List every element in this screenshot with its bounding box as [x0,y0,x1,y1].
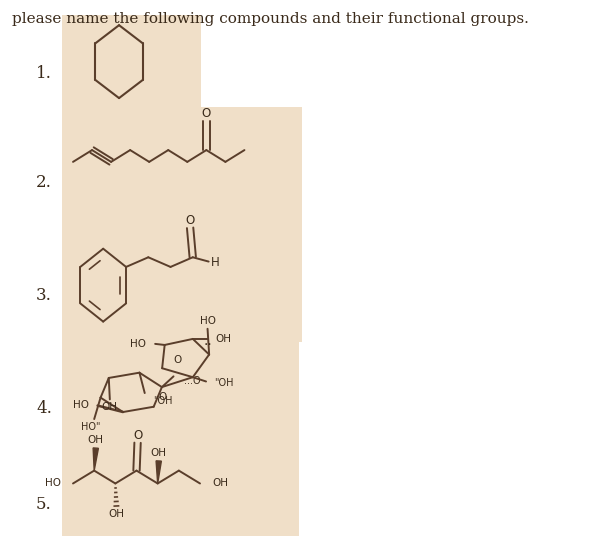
Text: 1.: 1. [36,65,52,83]
Text: OH: OH [212,479,228,488]
Text: O: O [158,392,166,402]
Text: O: O [186,214,195,227]
Text: HO: HO [130,339,146,349]
Bar [62,15,201,121]
Text: ...O: ...O [184,376,201,385]
Bar [62,323,299,457]
Text: 2.: 2. [36,174,52,191]
Text: HO": HO" [82,422,101,432]
Text: please name the following compounds and their functional groups.: please name the following compounds and … [12,12,528,26]
Text: OH: OH [88,435,104,445]
Text: HO: HO [199,316,215,326]
Text: 3.: 3. [36,287,52,304]
Text: OH: OH [151,448,167,458]
Bar [62,107,302,233]
Text: 4.: 4. [36,400,52,417]
Text: OH: OH [108,509,124,519]
Text: ..: .. [203,334,212,348]
Text: O: O [133,429,142,442]
Bar [62,215,302,342]
Text: H: H [211,256,220,269]
Text: "OH: "OH [214,377,233,388]
Polygon shape [93,448,98,471]
Text: 5.: 5. [36,496,52,513]
Text: "OH: "OH [153,396,172,406]
Text: HO: HO [45,479,61,488]
Polygon shape [156,461,161,483]
Text: O: O [202,107,211,120]
Text: HO: HO [73,399,89,410]
Text: OH: OH [102,402,118,412]
Bar [62,437,299,536]
Text: OH: OH [215,334,231,344]
Text: O: O [174,355,182,365]
